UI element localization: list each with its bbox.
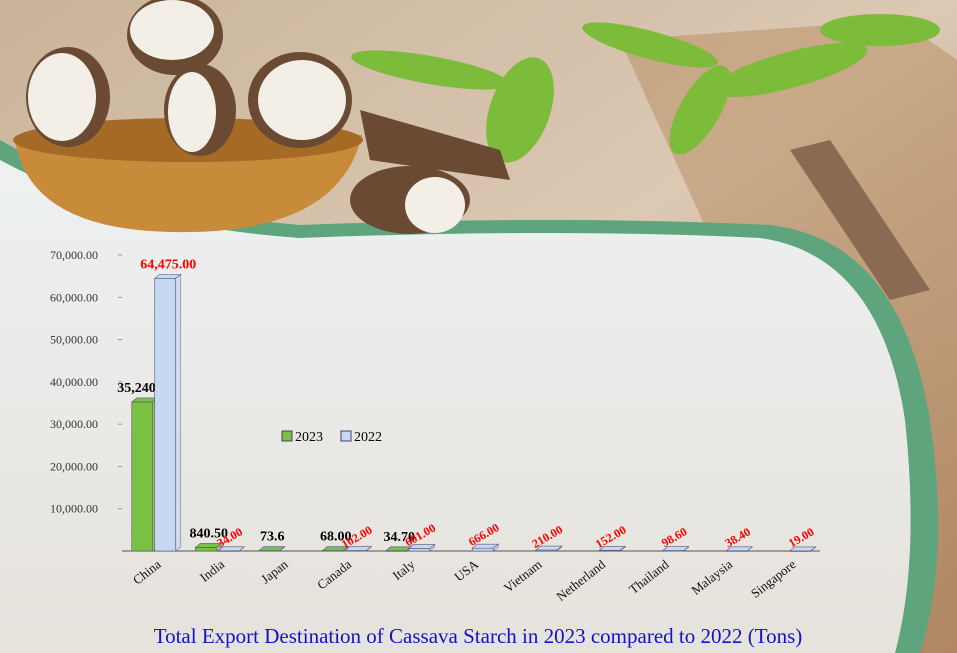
bar-side xyxy=(175,273,182,552)
bar-top xyxy=(153,274,182,279)
bar-top xyxy=(194,543,223,548)
y-tick-label: 30,000.00 xyxy=(50,417,98,431)
bar-top xyxy=(471,543,500,549)
bar-top xyxy=(725,546,754,552)
y-tick-label: 70,000.00 xyxy=(50,248,98,262)
bar-top xyxy=(217,546,246,552)
bar-top xyxy=(407,544,436,549)
chart-title: Total Export Destination of Cassava Star… xyxy=(154,624,803,648)
bar xyxy=(194,547,217,552)
value-label: 840.50 xyxy=(190,526,229,541)
y-tick-label: 40,000.00 xyxy=(50,375,98,389)
bar xyxy=(471,547,494,552)
legend: 2023 2022 xyxy=(281,430,382,445)
bar-top xyxy=(661,546,690,551)
y-tick-label: 60,000.00 xyxy=(50,290,98,304)
bar xyxy=(408,548,431,552)
legend-label: 2023 xyxy=(295,430,323,445)
value-label: 73.6 xyxy=(260,530,285,545)
value-label: 34.70 xyxy=(384,530,416,545)
legend-swatch xyxy=(281,430,293,442)
bar-top xyxy=(788,546,817,552)
value-label: 64,475.00 xyxy=(140,257,196,272)
y-tick-label: 50,000.00 xyxy=(50,333,98,347)
y-tick-label: 20,000.00 xyxy=(50,459,98,473)
stem xyxy=(790,140,930,300)
bar-top xyxy=(130,397,159,403)
leaves xyxy=(351,14,940,163)
bar-top xyxy=(598,546,627,551)
cassava-bowl xyxy=(13,0,510,234)
bar-top xyxy=(321,546,350,552)
bar-top xyxy=(534,545,563,551)
bar xyxy=(131,401,154,552)
bar-top xyxy=(344,546,373,551)
y-tick-label: 10,000.00 xyxy=(50,502,98,516)
legend-label: 2022 xyxy=(354,430,382,445)
chart-panel xyxy=(0,160,911,653)
bar-top xyxy=(257,546,286,551)
bar xyxy=(154,278,177,552)
value-label: 68.00 xyxy=(320,530,352,545)
legend-swatch xyxy=(340,430,352,442)
